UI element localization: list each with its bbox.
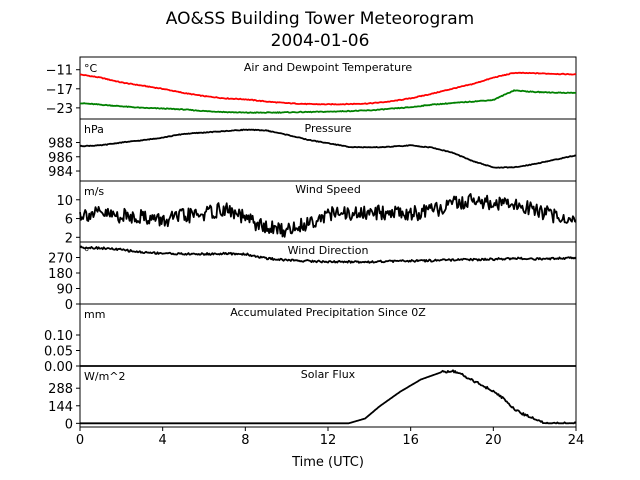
series-line-pressure-0: [79, 128, 576, 169]
series-line-solar-flux-0: [80, 369, 577, 425]
panel-solar-flux: Solar Flux W/m^2 288 144 0: [48, 365, 577, 432]
x-tick-label: 12: [320, 433, 337, 448]
panel-temperature: Air and Dewpoint Temperature °C −11 −17 −2…: [46, 56, 577, 120]
unit-label-solar-flux: W/m^2: [84, 370, 126, 383]
panel-title-solar-flux: Solar Flux: [301, 368, 356, 381]
x-tick-label: 20: [485, 433, 502, 448]
unit-label-pressure: hPa: [84, 123, 104, 136]
x-tick-label: 16: [402, 433, 419, 448]
x-tick-label: 4: [159, 433, 167, 448]
unit-label-wind-speed: m/s: [84, 185, 104, 198]
panel-wind-speed: Wind Speed m/s 10 6 2: [56, 180, 577, 246]
y-tick-label-wind-speed: 2: [65, 231, 73, 246]
panel-precipitation: Accumulated Precipitation Since 0Z mm 0.…: [44, 303, 577, 375]
y-tick-label-pressure: 984: [48, 165, 73, 180]
series-line-wind-direction-0: [79, 245, 577, 264]
figure-title-line1: AO&SS Building Tower Meteorogram: [166, 9, 474, 29]
y-tick-label-wind-speed: 10: [56, 194, 73, 209]
panel-title-precipitation: Accumulated Precipitation Since 0Z: [230, 306, 426, 319]
y-tick-label-precipitation: 0.05: [44, 345, 73, 360]
series-line-wind-speed-0: [79, 192, 577, 238]
y-tick-label-temperature: −23: [46, 102, 73, 117]
panel-title-pressure: Pressure: [305, 122, 352, 135]
x-tick-label: 8: [241, 433, 249, 448]
series-line-temperature-0: [79, 71, 577, 106]
panel-title-wind-direction: Wind Direction: [288, 244, 369, 257]
y-tick-label-solar-flux: 144: [48, 400, 73, 415]
y-tick-label-precipitation: 0.00: [44, 360, 73, 375]
x-tick-label: 24: [568, 433, 585, 448]
panel-title-wind-speed: Wind Speed: [295, 183, 361, 196]
unit-label-wind-direction: °: [84, 246, 90, 259]
y-tick-label-wind-direction: 90: [56, 283, 73, 298]
y-tick-label-wind-direction: 270: [48, 252, 73, 267]
y-tick-label-wind-direction: 180: [48, 267, 73, 282]
y-tick-label-wind-direction: 0: [65, 298, 73, 313]
unit-label-precipitation: mm: [84, 308, 105, 321]
y-tick-label-pressure: 986: [48, 151, 73, 166]
y-tick-label-temperature: −17: [46, 83, 73, 98]
panel-title-temperature: Air and Dewpoint Temperature: [244, 61, 412, 74]
series-line-temperature-1: [80, 89, 576, 114]
x-axis: 0 4 8 12 16 20 24: [76, 433, 584, 448]
y-tick-label-temperature: −11: [46, 64, 73, 79]
y-tick-label-solar-flux: 288: [48, 382, 73, 397]
x-axis-label: Time (UTC): [291, 455, 364, 470]
y-tick-label-precipitation: 0.10: [44, 329, 73, 344]
figure-title-line2: 2004-01-06: [271, 31, 370, 51]
x-tick-label: 0: [76, 433, 84, 448]
y-tick-label-solar-flux: 0: [65, 417, 73, 432]
y-tick-label-wind-speed: 6: [65, 213, 73, 228]
unit-label-temperature: °C: [84, 62, 98, 75]
y-tick-label-pressure: 988: [48, 137, 73, 152]
